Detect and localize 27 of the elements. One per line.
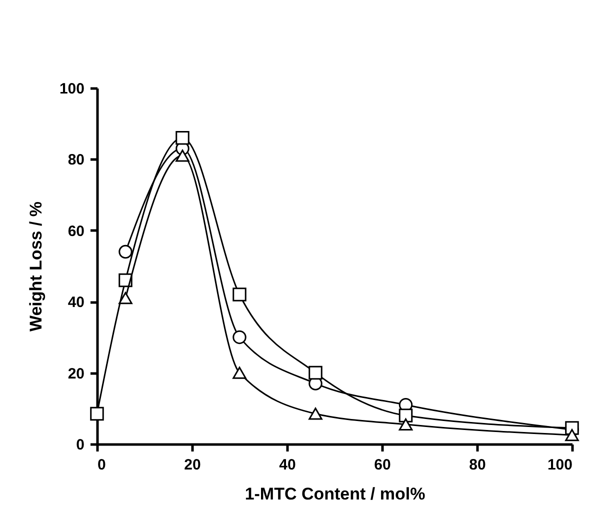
point xyxy=(90,406,104,421)
point xyxy=(118,292,132,304)
x-tick-label: 0 xyxy=(98,456,106,474)
y-tick-label: 40 xyxy=(68,294,84,312)
y-tick-label: 20 xyxy=(68,365,84,382)
point xyxy=(232,330,246,344)
x-tick-label: 60 xyxy=(374,456,391,474)
point xyxy=(176,130,190,145)
x-axis-title: 1-MTC Content / mol% xyxy=(244,484,426,504)
y-tick-label: 100 xyxy=(59,80,84,98)
point xyxy=(232,366,246,379)
x-tick-label: 100 xyxy=(547,456,572,474)
x-tick-label: 40 xyxy=(279,456,296,474)
point xyxy=(118,244,132,259)
point xyxy=(232,288,246,302)
point xyxy=(176,150,190,162)
point xyxy=(398,418,413,430)
y-tick-label: 60 xyxy=(68,222,84,240)
x-tick-label: 80 xyxy=(469,456,486,474)
y-tick-label: 0 xyxy=(76,436,84,454)
y-axis-title: Weight Loss / % xyxy=(26,201,46,332)
point xyxy=(565,429,579,442)
y-tick-label: 80 xyxy=(68,152,84,169)
x-tick-label: 20 xyxy=(184,456,201,474)
point xyxy=(398,408,413,422)
point xyxy=(308,366,322,380)
point xyxy=(308,408,322,420)
